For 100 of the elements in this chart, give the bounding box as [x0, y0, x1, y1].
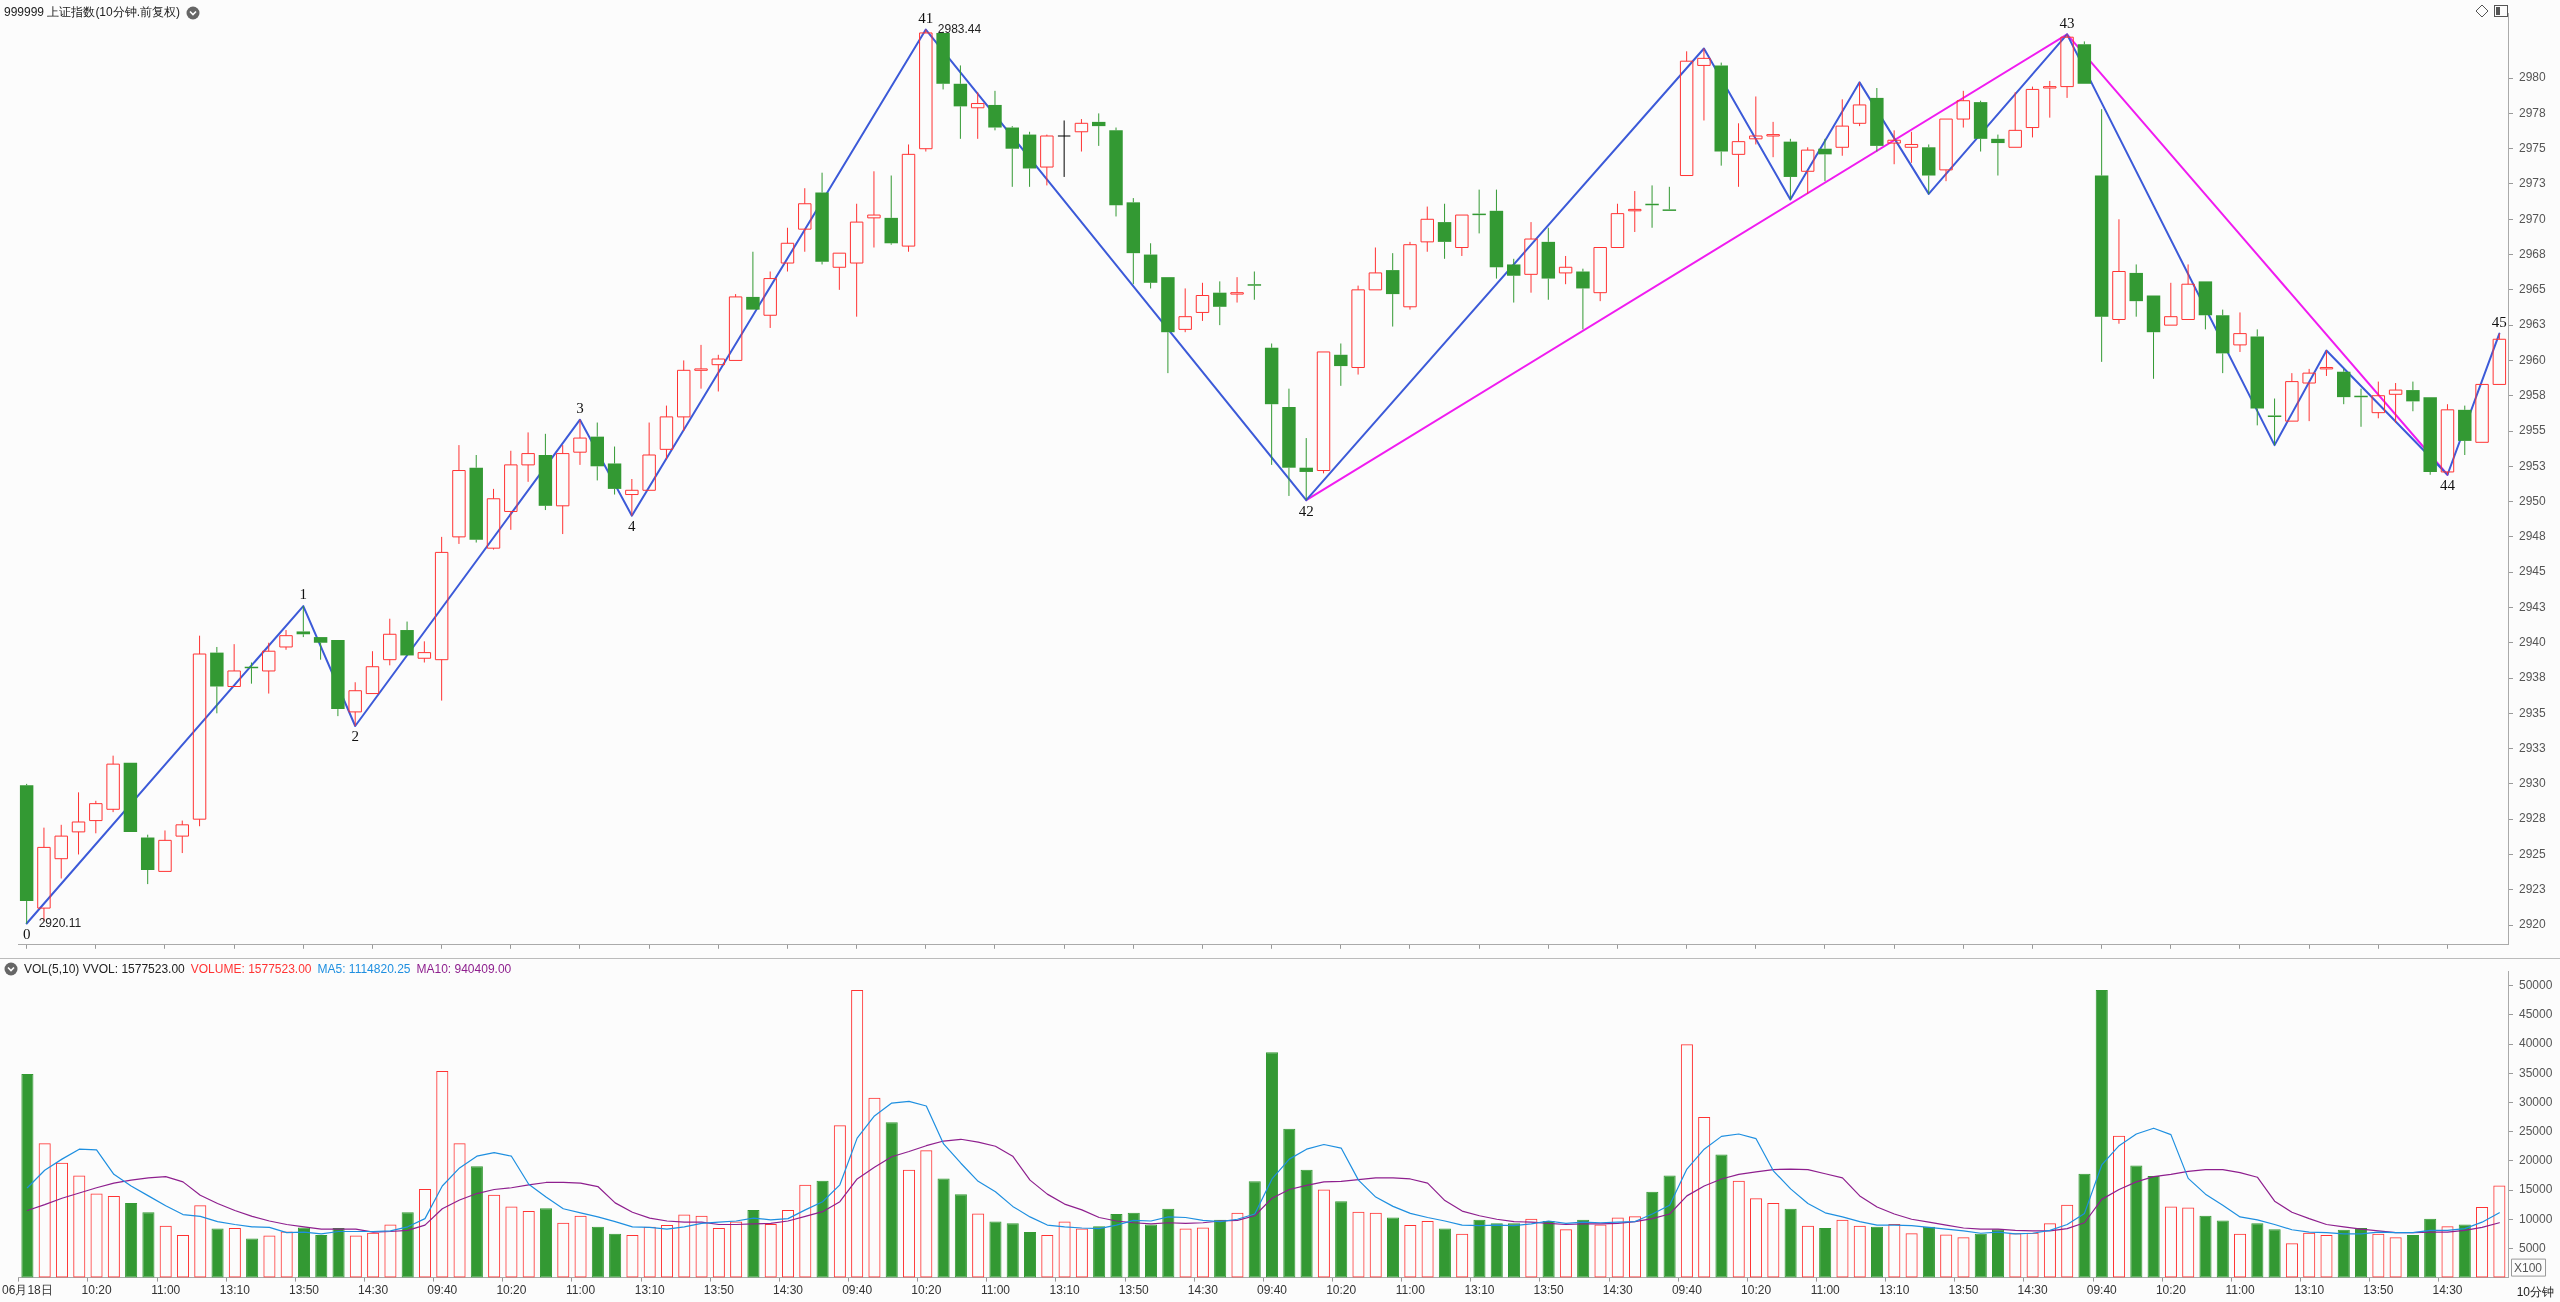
x-tick-label: 14:30: [2432, 1283, 2463, 1298]
candlestick: [798, 187, 812, 253]
y-tick-label: 50000: [2519, 978, 2553, 993]
x-tick-label: 11:00: [151, 1283, 181, 1298]
bar: [2095, 989, 2108, 1278]
candlestick: [970, 91, 985, 140]
candlestick: [2267, 398, 2282, 446]
bar: [1162, 1208, 1175, 1278]
x-tick-label: 10:20: [496, 1283, 527, 1298]
y-tick-label: 2973: [2519, 176, 2547, 191]
bar: [1300, 1169, 1313, 1278]
candlestick: [538, 433, 553, 511]
x-tick-label: 13:10: [1879, 1283, 1910, 1298]
bar: [1871, 1226, 1884, 1278]
bar: [2458, 1224, 2471, 1278]
x-tick-label: 10:20: [1326, 1283, 1357, 1298]
bar: [1438, 1228, 1451, 1278]
bar: [401, 1212, 414, 1278]
x-tick-label: 13:50: [2363, 1283, 2394, 1298]
candlestick: [1195, 282, 1210, 322]
candlestick: [1213, 280, 1227, 326]
candlestick: [1818, 138, 1832, 182]
candlestick: [625, 478, 639, 517]
bar: [1974, 1233, 1987, 1278]
candlestick: [2233, 311, 2247, 353]
y-tick-label: 2980: [2519, 70, 2547, 85]
candlestick: [2094, 108, 2109, 363]
candlestick: [1126, 197, 1141, 285]
bar: [2406, 1235, 2419, 1278]
candlestick: [262, 642, 276, 695]
candlestick: [1887, 129, 1901, 165]
y-tick-label: 2955: [2519, 423, 2547, 438]
bar: [142, 1212, 155, 1278]
candlestick: [1282, 388, 1296, 497]
bar: [2337, 1229, 2350, 1278]
candlestick: [2371, 381, 2386, 419]
candlestick: [158, 829, 172, 872]
candlestick: [1299, 437, 1313, 501]
candlestick: [1939, 118, 1953, 182]
x-tick-label: 13:10: [219, 1283, 251, 1298]
bar: [1335, 1201, 1348, 1278]
y-tick-label: 2935: [2519, 705, 2547, 720]
y-tick-label: 5000: [2519, 1240, 2547, 1255]
candlestick: [1334, 343, 1348, 387]
candlestick: [106, 755, 120, 813]
candlestick: [1005, 127, 1019, 188]
bar: [1110, 1213, 1123, 1278]
x-tick-label: 13:10: [2294, 1283, 2325, 1298]
candlestick: [504, 450, 518, 531]
bar: [1214, 1219, 1227, 1278]
data-label: 2983.44: [937, 21, 982, 36]
candlestick: [936, 32, 950, 90]
x-tick-label: 13:50: [1118, 1283, 1150, 1298]
bar: [2078, 1173, 2091, 1278]
candlestick: [884, 175, 898, 244]
candlestick: [486, 488, 501, 549]
y-tick-label: 2923: [2519, 882, 2547, 897]
y-tick-label: 2970: [2519, 211, 2547, 226]
candlestick: [1143, 242, 1158, 289]
x-tick-label: 11:00: [980, 1283, 1011, 1298]
candlestick: [210, 646, 224, 714]
y-tick-label: 35000: [2519, 1065, 2553, 1080]
candlestick: [1991, 134, 2005, 177]
candlestick: [1455, 214, 1469, 257]
candlestick: [642, 422, 656, 491]
y-tick-label: 20000: [2519, 1153, 2553, 1168]
bar: [609, 1233, 622, 1278]
candlestick: [573, 419, 587, 466]
candlestick: [1766, 121, 1780, 158]
y-tick-label: 2965: [2519, 282, 2547, 297]
bar: [2424, 1218, 2437, 1278]
bar: [989, 1221, 1002, 1278]
x-tick-label: 13:50: [288, 1283, 320, 1298]
candlestick: [1922, 143, 1936, 195]
candlestick: [2146, 295, 2161, 380]
y-tick-label: 15000: [2519, 1182, 2553, 1197]
candlestick: [1109, 127, 1123, 217]
x-tick-label: 14:30: [1602, 1283, 1634, 1298]
candlestick: [849, 203, 864, 318]
bar: [2130, 1165, 2143, 1278]
candlestick: [227, 643, 241, 687]
bar: [885, 1122, 898, 1278]
bar: [246, 1238, 259, 1278]
candlestick: [313, 637, 328, 661]
y-tick-label: 40000: [2519, 1036, 2553, 1051]
x-tick-label: 09:40: [1671, 1283, 1703, 1298]
x-tick-label: 13:10: [634, 1283, 666, 1298]
candlestick: [2319, 350, 2334, 377]
annotation: 43: [2059, 14, 2075, 31]
bar: [1283, 1128, 1296, 1278]
candlestick: [1731, 122, 1746, 188]
bar: [1819, 1227, 1832, 1278]
bar: [591, 1226, 604, 1278]
bar: [1144, 1224, 1158, 1278]
y-tick-label: 2928: [2519, 811, 2547, 826]
annotation: 0: [22, 925, 31, 942]
candlestick: [1679, 50, 1694, 177]
candlestick: [1178, 287, 1192, 333]
candlestick: [2077, 40, 2092, 84]
bar: [470, 1166, 483, 1278]
